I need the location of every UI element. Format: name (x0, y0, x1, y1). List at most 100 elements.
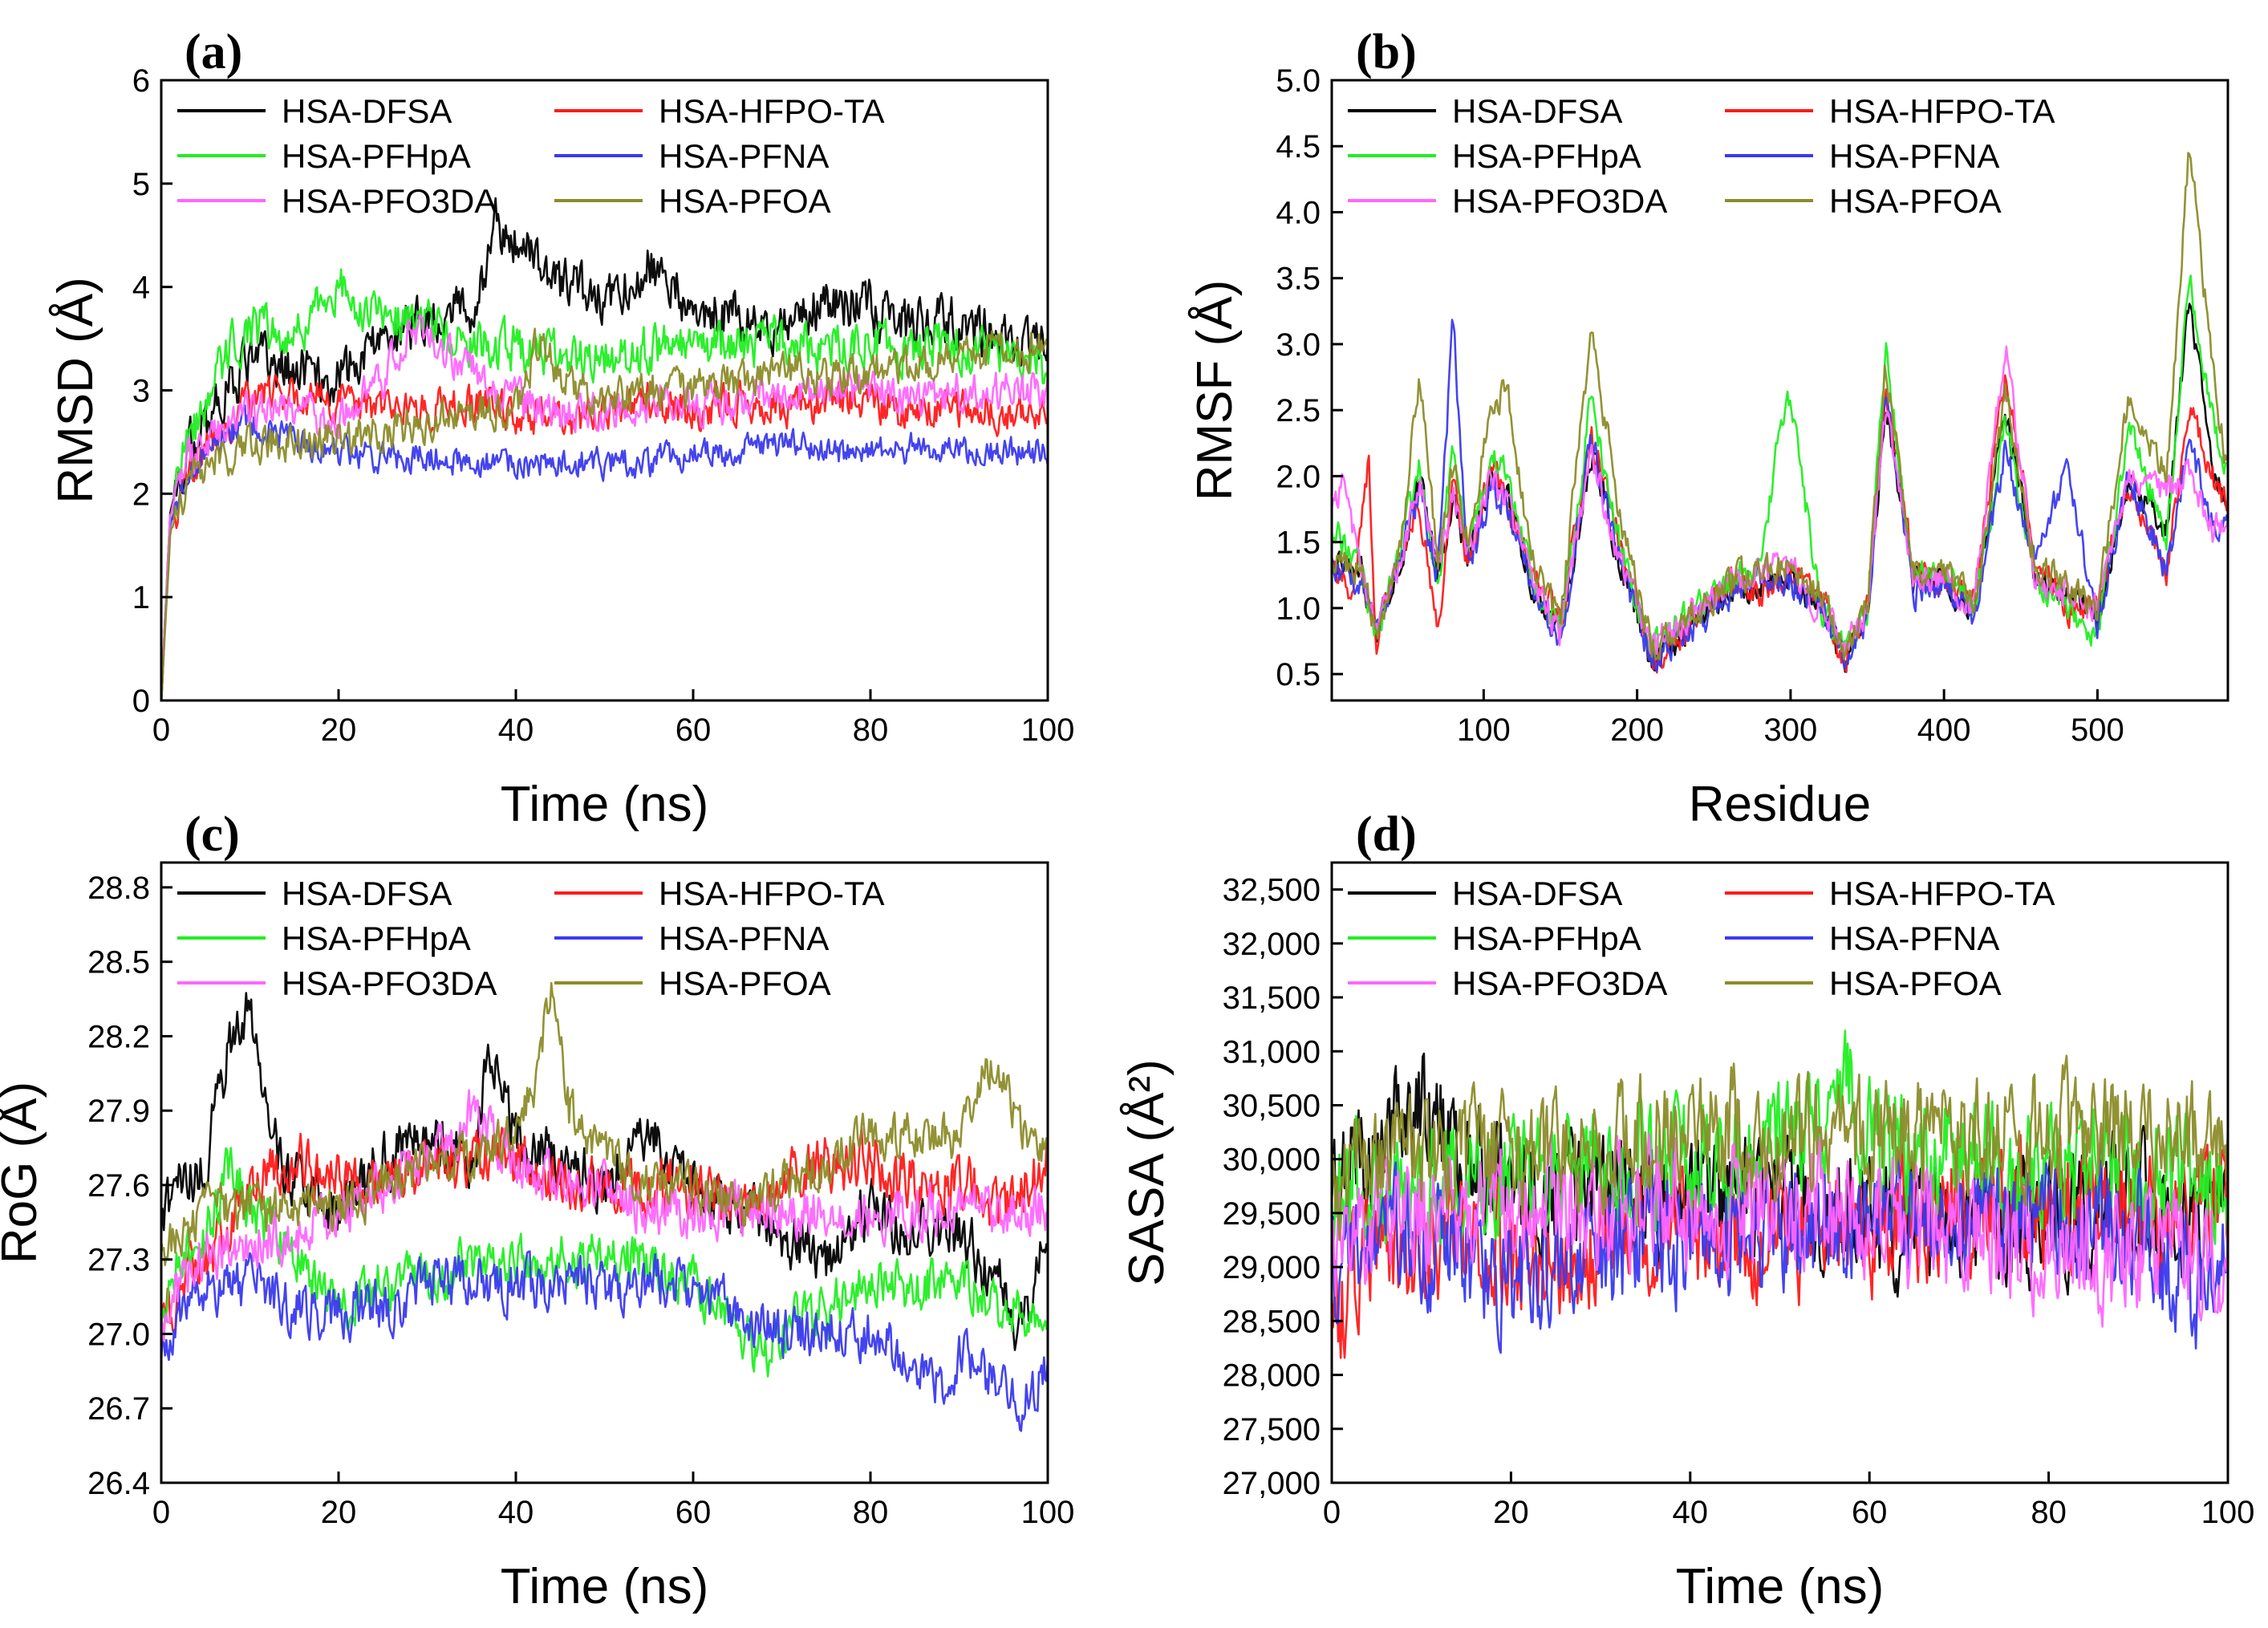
y-tick-label: 0 (132, 684, 150, 719)
x-tick-label: 100 (1021, 713, 1075, 748)
chart-panel-3: 0 20 40 60 80 100 26.4 26.7 27.0 27.3 27.6 27.9 28.2… (0, 807, 1074, 1614)
x-tick-label: 300 (1764, 713, 1818, 748)
legend-label: HSA-PFOA (659, 964, 831, 1002)
series-line-hsa-pfna (1332, 1151, 2228, 1354)
legend-label: HSA-PFHpA (282, 920, 471, 957)
x-tick-label: 20 (321, 1495, 357, 1530)
y-tick-label: 5 (132, 167, 150, 202)
y-axis-title: RoG (Å) (0, 1082, 47, 1264)
series-line-hsa-pfna (161, 404, 1048, 699)
legend-label: HSA-DFSA (1452, 92, 1622, 130)
legend: HSA-DFSA HSA-HFPO-TA HSA-PFHpA HSA-PFNA HSA-… (1348, 875, 2055, 1002)
series-group (1332, 152, 2228, 674)
y-tick-label: 28.8 (87, 871, 150, 906)
y-tick-label: 26.4 (87, 1466, 150, 1501)
y-tick-label: 2.5 (1276, 393, 1321, 428)
legend-label: HSA-PFNA (1829, 920, 1999, 957)
y-tick-label: 27,500 (1223, 1412, 1321, 1447)
x-tick-label: 0 (152, 713, 170, 748)
y-tick-label: 2.0 (1276, 459, 1321, 494)
legend-label: HSA-HFPO-TA (1829, 92, 2055, 130)
y-tick-label: 27.6 (87, 1168, 150, 1204)
series-group (161, 197, 1048, 700)
y-tick-label: 28.5 (87, 945, 150, 980)
x-tick-label: 60 (1852, 1495, 1888, 1530)
legend-label: HSA-PFOA (1829, 964, 2002, 1002)
chart-panel-4: 0 20 40 60 80 100 27,000 27,500 28,000 28,500 29,0… (1119, 807, 2254, 1614)
y-tick-label: 28,500 (1223, 1304, 1321, 1339)
x-axis-title: Residue (1689, 777, 1871, 832)
y-axis-title: RMSD (Å) (48, 277, 103, 503)
x-tick-label: 200 (1610, 713, 1664, 748)
legend-label: HSA-DFSA (282, 92, 452, 130)
series-line-hsa-pfoa (161, 327, 1048, 699)
y-tick-label: 4.5 (1276, 129, 1321, 164)
legend-label: HSA-PFNA (659, 137, 829, 175)
y-tick-label: 3 (132, 374, 150, 409)
x-tick-label: 60 (676, 713, 712, 748)
x-tick-label: 100 (2201, 1495, 2255, 1530)
x-tick-label: 20 (321, 713, 357, 748)
series-line-hsa-pfo3da (161, 1089, 1048, 1342)
plot-frame (1330, 79, 2229, 702)
y-tick-label: 27.9 (87, 1094, 150, 1129)
y-tick-label: 1 (132, 580, 150, 615)
legend-label: HSA-PFHpA (282, 137, 471, 175)
y-tick-label: 3.0 (1276, 327, 1321, 363)
y-tick-label: 4.0 (1276, 195, 1321, 230)
chart-panel-1: 0 20 40 60 80 100 0 1 2 3 4 5 6 Time (ns) RMSD (Å) (a) H… (48, 25, 1074, 832)
x-tick-label: 40 (498, 1495, 534, 1530)
series-line-hsa-pfo3da (1332, 345, 2228, 656)
legend-label: HSA-PFO3DA (1452, 964, 1667, 1002)
series-line-hsa-pfna (161, 1250, 1048, 1432)
series-line-hsa-pfo3da (161, 313, 1048, 699)
y-tick-label: 1.5 (1276, 526, 1321, 561)
series-line-hsa-pfoa (161, 981, 1048, 1266)
legend-label: HSA-PFNA (1829, 137, 1999, 175)
y-tick-label: 27.3 (87, 1243, 150, 1278)
x-axis-title: Time (ns) (501, 777, 708, 832)
legend-label: HSA-PFNA (659, 920, 829, 957)
series-line-hsa-pfhpa (161, 1147, 1048, 1378)
y-tick-label: 2 (132, 477, 150, 512)
x-tick-label: 100 (1457, 713, 1511, 748)
y-tick-label: 29,000 (1223, 1250, 1321, 1285)
y-tick-label: 28,000 (1223, 1358, 1321, 1394)
x-tick-label: 80 (2031, 1495, 2067, 1530)
y-tick-label: 4 (132, 270, 150, 306)
legend-label: HSA-HFPO-TA (659, 92, 885, 130)
x-axis-title: Time (ns) (1676, 1559, 1884, 1614)
y-tick-label: 32,500 (1223, 873, 1321, 908)
x-tick-label: 100 (1021, 1495, 1075, 1530)
series-line-hsa-pfoa (1332, 152, 2228, 661)
y-tick-label: 26.7 (87, 1391, 150, 1427)
legend-label: HSA-PFO3DA (1452, 182, 1667, 220)
legend-label: HSA-PFO3DA (282, 182, 497, 220)
plot-frame (160, 861, 1049, 1484)
chart-panel-2: 100 200 300 400 500 0.5 1.0 1.5 2.0 2.5 3.0 3.5 4.0 4… (1187, 25, 2229, 832)
x-tick-label: 60 (676, 1495, 712, 1530)
x-axis-title: Time (ns) (501, 1559, 708, 1614)
panel-letter: (c) (185, 807, 240, 862)
legend-label: HSA-PFHpA (1452, 137, 1641, 175)
y-tick-label: 27,000 (1223, 1466, 1321, 1501)
y-tick-label: 32,000 (1223, 927, 1321, 962)
y-tick-label: 31,500 (1223, 980, 1321, 1016)
y-tick-label: 1.0 (1276, 591, 1321, 627)
x-tick-label: 40 (1673, 1495, 1709, 1530)
series-group (1332, 1029, 2228, 1359)
y-tick-label: 30,000 (1223, 1143, 1321, 1178)
plot-frame (1330, 861, 2229, 1484)
series-line-hsa-hfpo-ta (161, 1127, 1048, 1334)
y-tick-label: 27.0 (87, 1317, 150, 1352)
y-axis-title: RMSF (Å) (1187, 280, 1243, 501)
y-tick-label: 28.2 (87, 1019, 150, 1054)
panel-letter: (a) (185, 25, 242, 79)
legend-label: HSA-PFHpA (1452, 920, 1641, 957)
x-tick-label: 80 (853, 713, 889, 748)
legend: HSA-DFSA HSA-HFPO-TA HSA-PFHpA HSA-PFNA HSA-… (1348, 92, 2055, 220)
legend: HSA-DFSA HSA-HFPO-TA HSA-PFHpA HSA-PFNA HSA-… (177, 92, 885, 220)
y-axis-title: SASA (Å²) (1119, 1059, 1175, 1286)
legend-label: HSA-PFOA (659, 182, 831, 220)
